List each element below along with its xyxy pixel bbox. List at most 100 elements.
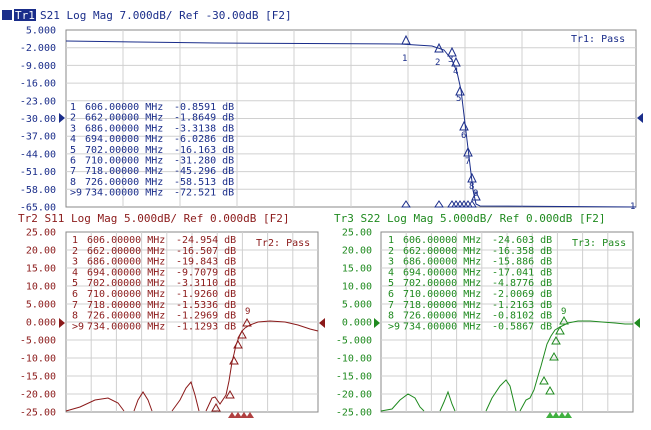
tr3-marker-row-freq: 662.00000 MHz [403,246,481,257]
tr3-grid [381,232,633,412]
tr1-marker-5-num: 5 [456,94,461,104]
tr3-marker-row-freq: 702.00000 MHz [403,278,481,289]
tr1-y-tick-label: -51.00 [20,167,56,178]
tr2-grid [66,232,318,412]
tr3-marker-row-value: -0.5867 dB [492,321,552,332]
tr1-y-tick-label: -2.000 [20,43,56,54]
tr1-marker-1-num: 1 [402,54,407,64]
tr3-marker-row-value: -0.8102 dB [492,311,552,322]
tr2-panel: Tr2 S11 Log Mag 5.000dB/ Ref 0.000dB [F2… [18,212,325,419]
tr3-y-tick-label: 10.00 [342,282,372,293]
tr3-marker-row-num: 7 [388,300,394,311]
tr1-marker-row-value: -72.521 dB [174,188,234,199]
tr2-marker-row-freq: 686.00000 MHz [87,257,165,268]
tr1-marker-row-num: 3 [70,123,76,134]
tr1-ref-arrow-right[interactable] [637,113,643,123]
tr2-y-tick-label: -25.00 [20,408,56,419]
tr1-active-indicator [2,10,12,20]
tr1-tag-box[interactable] [14,9,36,21]
tr3-y-tick-label: -20.00 [336,390,372,401]
tr1-y-axis: 5.000 -2.000 -9.000 -16.00 -23.00 -30.00 -37.0… [20,26,56,214]
tr2-y-tick-label: -10.00 [20,354,56,365]
tr1-marker-3-triangle [447,46,457,57]
tr2-trace [65,320,319,412]
tr1-marker-row-freq: 702.00000 MHz [85,145,163,156]
tr2-marker-row-freq: 726.00000 MHz [87,311,165,322]
tr2-marker-row-value: -1.5336 dB [176,300,236,311]
tr3-marker-9-num: 9 [561,307,566,317]
tr2-ref-arrow-right[interactable] [319,318,325,328]
tr3-ref-arrow-left[interactable] [374,318,380,328]
tr1-y-tick-label: 5.000 [26,26,56,37]
tr3-marker-row-num: 6 [388,289,394,300]
tr3-marker-row-freq: 718.00000 MHz [403,300,481,311]
tr1-y-tick-label: -44.00 [20,149,56,160]
tr1-panel: Tr1 S21 Log Mag 7.000dB/ Ref -30.00dB [F… [2,9,643,214]
tr1-marker-9-triangle [471,190,481,201]
tr1-marker-7-num: 7 [465,157,470,167]
tr1-marker-row-freq: 734.00000 MHz [85,188,163,199]
tr2-y-tick-label: 5.000 [26,300,56,311]
tr2-y-tick-label: 0.000 [26,318,56,329]
tr2-y-tick-label: -15.00 [20,372,56,383]
tr2-marker-row-num: 8 [72,311,78,322]
tr1-y-tick-label: -9.000 [20,61,56,72]
tr2-ref-arrow-left[interactable] [59,318,65,328]
tr1-marker-row-value: -0.8591 dB [174,102,234,113]
tr3-panel: Tr3 S22 Log Mag 5.000dB/ Ref 0.000dB [F2… [334,212,640,419]
tr1-marker-row-freq: 726.00000 MHz [85,177,163,188]
tr3-header[interactable]: Tr3 S22 Log Mag 5.000dB/ Ref 0.000dB [F2… [334,212,606,225]
tr1-marker-row-num: 7 [70,166,76,177]
tr1-marker-row-num: 1 [70,102,76,113]
tr3-marker-row-num: 4 [388,267,394,278]
tr2-marker-row-value: -1.9260 dB [176,289,236,300]
tr2-status: Tr2: Pass [256,238,310,249]
tr3-trace [380,320,633,412]
tr1-marker-6-num: 6 [461,131,466,141]
tr2-marker-row-num: 5 [72,278,78,289]
tr1-tag[interactable]: Tr1 [15,9,35,22]
tr1-y-tick-label: -37.00 [20,132,56,143]
tr3-marker-row-value: -2.0069 dB [492,289,552,300]
tr3-marker-row-num: 1 [388,235,394,246]
tr3-y-tick-label: 15.00 [342,264,372,275]
tr1-ref-arrow-left[interactable] [59,113,65,123]
tr2-marker-row-num: 7 [72,300,78,311]
tr1-marker-row-num: 8 [70,177,76,188]
tr1-status: Tr1: Pass [571,34,625,45]
tr3-ref-arrow-right[interactable] [634,318,640,328]
tr2-marker-row-freq: 606.00000 MHz [87,235,165,246]
tr1-marker-3-num: 3 [448,55,453,65]
tr1-marker-row-value: -6.0286 dB [174,134,234,145]
tr1-y-tick-label: -65.00 [20,203,56,214]
tr2-y-tick-label: 15.00 [26,264,56,275]
tr2-y-tick-label: -5.000 [20,336,56,347]
tr3-bottom-triangles [546,412,572,418]
tr1-marker-4-triangle [451,56,461,67]
tr3-y-tick-label: -15.00 [336,372,372,383]
tr1-y-tick-label: -30.00 [20,114,56,125]
tr3-marker-row-value: -4.8776 dB [492,278,552,289]
tr2-marker-row-freq: 662.00000 MHz [87,246,165,257]
tr1-marker-row-num: >9 [70,188,82,199]
tr2-trace-markers [211,317,252,412]
tr2-y-axis: 25.00 20.00 15.00 10.00 5.000 0.000 -5.000 -10.… [20,228,56,419]
tr3-y-axis: 25.00 20.00 15.00 10.00 5.000 0.000 -5.000 -10.… [336,228,372,419]
tr1-marker-8-num: 8 [469,182,474,192]
tr1-marker-row-num: 2 [70,113,76,124]
tr1-marker-row-value: -1.8649 dB [174,113,234,124]
tr1-marker-1-triangle [401,34,411,45]
tr2-marker-row-value: -16.507 dB [176,246,236,257]
tr2-marker-row-value: -1.1293 dB [176,321,236,332]
tr2-marker-row-freq: 718.00000 MHz [87,300,165,311]
tr2-header[interactable]: Tr2 S11 Log Mag 5.000dB/ Ref 0.000dB [F2… [18,212,290,225]
tr2-marker-row-freq: 710.00000 MHz [87,289,165,300]
tr1-marker-row-num: 5 [70,145,76,156]
tr1-marker-row-num: 4 [70,134,76,145]
tr1-y-tick-label: -58.00 [20,185,56,196]
tr3-marker-row-freq: 694.00000 MHz [403,267,481,278]
tr1-marker-7-triangle [463,146,473,157]
tr1-header[interactable]: S21 Log Mag 7.000dB/ Ref -30.00dB [F2] [40,9,292,22]
tr1-marker-row-freq: 710.00000 MHz [85,156,163,167]
tr1-marker-5-triangle [455,85,465,96]
